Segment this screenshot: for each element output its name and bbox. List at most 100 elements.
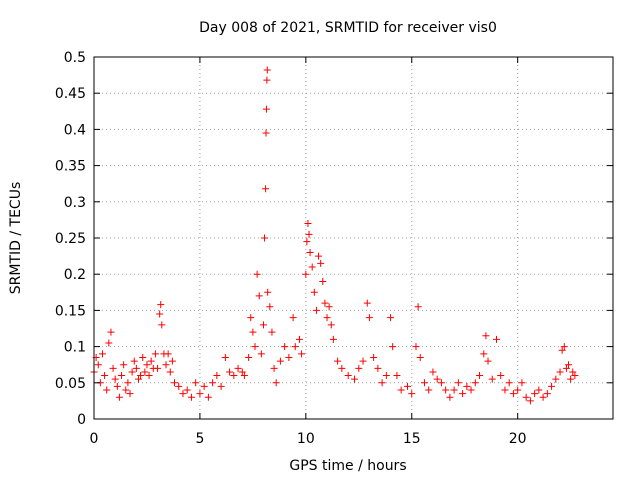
data-point <box>238 368 246 376</box>
data-point <box>170 379 178 387</box>
data-point <box>514 386 522 394</box>
data-point <box>558 346 566 354</box>
data-point <box>124 379 132 387</box>
data-point <box>420 379 428 387</box>
data-point <box>141 368 149 376</box>
data-point <box>253 270 261 278</box>
data-point <box>276 357 284 365</box>
data-point <box>118 372 126 380</box>
data-point <box>281 343 289 351</box>
data-point <box>416 353 424 361</box>
data-point <box>145 372 153 380</box>
data-point <box>408 390 416 398</box>
data-point <box>217 382 225 390</box>
data-point <box>187 393 195 401</box>
data-point <box>446 393 454 401</box>
data-point <box>156 310 164 318</box>
data-point <box>370 353 378 361</box>
data-point <box>505 379 513 387</box>
data-point <box>128 368 136 376</box>
data-point <box>488 375 496 383</box>
data-point <box>137 372 145 380</box>
data-point <box>291 343 299 351</box>
data-point <box>298 350 306 358</box>
y-tick-label: 0.05 <box>55 376 86 392</box>
data-point <box>240 372 248 380</box>
data-point <box>147 357 155 365</box>
data-point <box>308 263 316 271</box>
data-point <box>196 390 204 398</box>
data-point <box>310 288 318 296</box>
data-point <box>548 382 556 390</box>
data-point <box>157 301 165 309</box>
data-point <box>200 382 208 390</box>
data-point <box>257 350 265 358</box>
data-point <box>268 328 276 336</box>
axis-ticks: 0 0.05 0.1 0.15 0.2 0.25 0.3 0.35 0.4 0.45 0.5 0 5 10… <box>55 50 613 447</box>
y-tick-label: 0.15 <box>55 303 86 319</box>
data-point <box>365 314 373 322</box>
data-point <box>302 270 310 278</box>
data-point <box>412 343 420 351</box>
data-point <box>450 386 458 394</box>
y-tick-label: 0.35 <box>55 159 86 175</box>
data-point <box>497 372 505 380</box>
data-point <box>113 382 121 390</box>
data-point <box>285 353 293 361</box>
data-point <box>305 230 313 238</box>
data-point <box>359 357 367 365</box>
data-point <box>560 343 568 351</box>
data-point <box>569 368 577 376</box>
data-point <box>126 390 134 398</box>
data-point <box>539 393 547 401</box>
data-point <box>139 353 147 361</box>
data-point <box>571 372 579 380</box>
data-point <box>552 375 560 383</box>
data-point <box>329 335 337 343</box>
y-tick-label: 0.2 <box>64 267 86 283</box>
data-point <box>397 386 405 394</box>
x-axis-label: GPS time / hours <box>289 458 406 474</box>
data-point <box>115 393 123 401</box>
data-point <box>382 372 390 380</box>
data-point <box>263 66 271 74</box>
data-point <box>230 372 238 380</box>
data-point <box>295 335 303 343</box>
data-point <box>162 361 170 369</box>
data-point <box>175 382 183 390</box>
data-point <box>565 361 573 369</box>
data-point <box>209 379 217 387</box>
data-point <box>122 386 130 394</box>
data-point <box>531 390 539 398</box>
data-point <box>425 386 433 394</box>
data-point <box>363 299 371 307</box>
data-point <box>255 292 263 300</box>
data-point <box>429 368 437 376</box>
data-point <box>249 328 257 336</box>
data-point <box>319 277 327 285</box>
data-point <box>101 372 109 380</box>
data-point <box>204 393 212 401</box>
x-tick-label: 15 <box>403 431 421 447</box>
data-point <box>247 314 255 322</box>
data-point <box>535 386 543 394</box>
data-point <box>476 372 484 380</box>
chart-title: Day 008 of 2021, SRMTID for receiver vis… <box>199 20 497 36</box>
data-point <box>272 379 280 387</box>
data-point <box>109 364 117 372</box>
data-point <box>245 353 253 361</box>
y-tick-label: 0.1 <box>64 340 86 356</box>
data-point <box>261 234 269 242</box>
data-point <box>433 375 441 383</box>
data-point <box>484 357 492 365</box>
x-tick-label: 5 <box>195 431 204 447</box>
data-point <box>154 364 162 372</box>
data-point <box>467 386 475 394</box>
data-point <box>526 397 534 405</box>
data-point <box>304 220 312 228</box>
data-point <box>251 343 259 351</box>
data-point <box>130 357 138 365</box>
y-axis-label: SRMTID / TECUs <box>8 182 24 295</box>
